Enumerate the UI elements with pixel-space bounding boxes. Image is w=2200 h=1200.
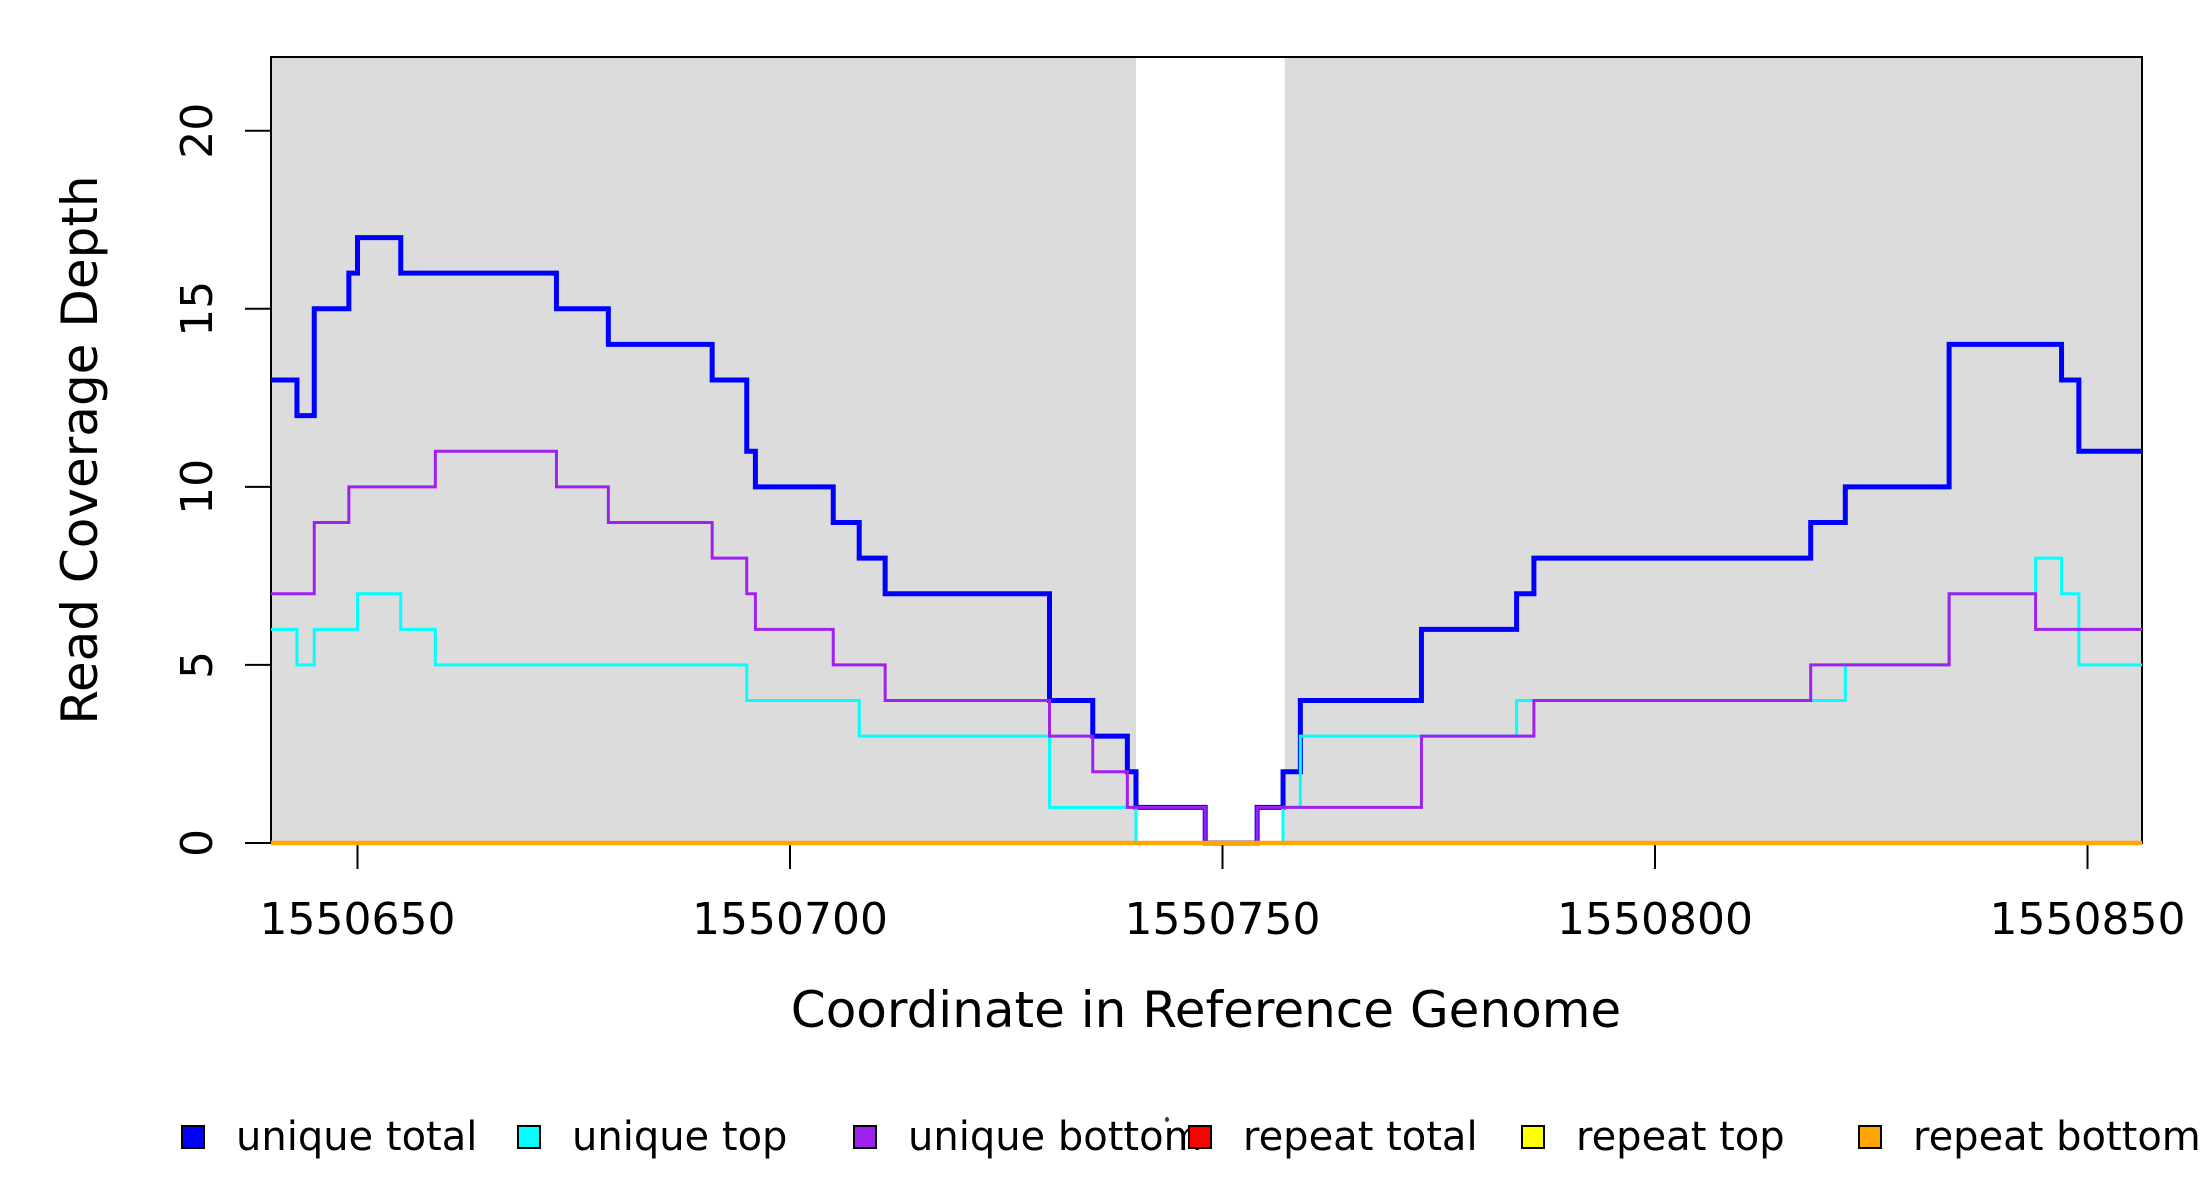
series-line-unique-bottom <box>271 449 2142 845</box>
plot-background-band-1 <box>1284 57 2142 843</box>
x-axis-title: Coordinate in Reference Genome <box>790 981 1622 1039</box>
x-tick-label: 1550650 <box>260 894 456 945</box>
x-tick-label: 1550850 <box>1990 894 2186 945</box>
stray-dot <box>1165 1117 1169 1122</box>
series-line-unique-total <box>271 235 2142 846</box>
y-tick-label: 15 <box>172 281 223 337</box>
y-tick-label: 5 <box>172 651 223 679</box>
y-tick-label: 20 <box>172 103 223 159</box>
x-tick-label: 1550750 <box>1125 894 1321 945</box>
plot-background-band-0 <box>271 57 1137 843</box>
x-tick-label: 1550800 <box>1557 894 1753 945</box>
y-tick-label: 0 <box>172 829 223 857</box>
x-tick-label: 1550700 <box>692 894 888 945</box>
series-line-unique-top <box>271 556 2142 845</box>
y-axis-title: Read Coverage Depth <box>51 175 109 725</box>
y-tick-label: 10 <box>172 459 223 515</box>
